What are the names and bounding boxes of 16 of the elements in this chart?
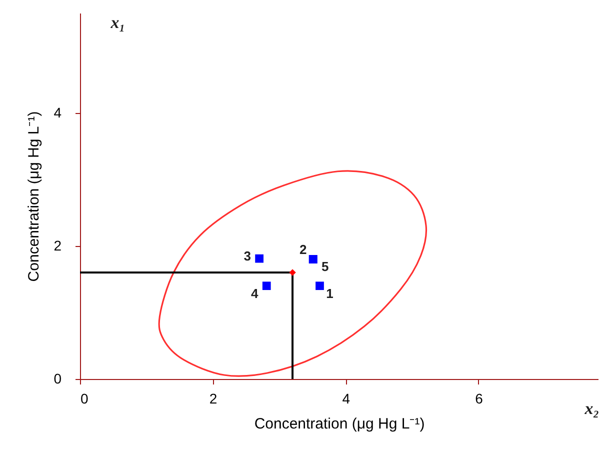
y-axis-title: Concentration (μg Hg L⁻¹) xyxy=(26,111,43,282)
x-tick-label: 4 xyxy=(342,390,350,406)
y-tick-label: 2 xyxy=(54,237,62,254)
annotation: 2 xyxy=(299,242,307,258)
annotation: 5 xyxy=(321,259,329,274)
x-tick-label: 6 xyxy=(475,390,484,406)
x-tick-label: 0 xyxy=(80,390,88,406)
y-tick-label: 0 xyxy=(54,370,62,386)
annotation: 3 xyxy=(244,248,251,264)
x-axis-title: Concentration (μg Hg L⁻¹) xyxy=(254,416,425,432)
annotation: 1 xyxy=(326,286,334,301)
x-tick-label: 2 xyxy=(209,390,218,406)
annotation: x₁ xyxy=(110,13,126,32)
y-tick-label: 4 xyxy=(54,104,62,120)
annotation: 4 xyxy=(250,286,259,301)
text: x₂ xyxy=(584,399,600,418)
